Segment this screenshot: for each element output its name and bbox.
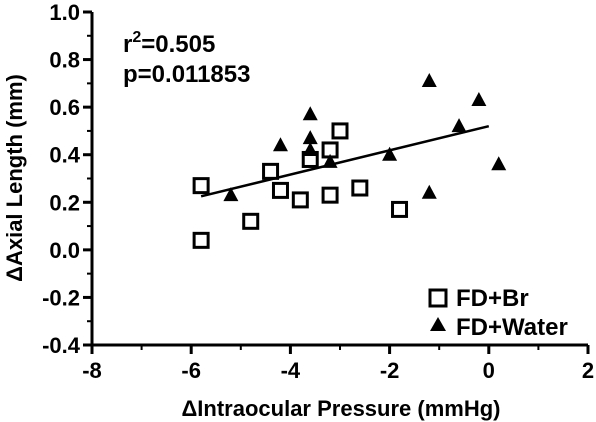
data-point-triangle <box>491 156 507 171</box>
legend-marker-fd-br <box>428 288 448 308</box>
y-tick-label: 0.2 <box>49 190 80 215</box>
y-tick-label: 0.4 <box>49 143 80 168</box>
data-point-triangle <box>223 187 239 202</box>
y-tick-label: 0.6 <box>49 95 80 120</box>
data-point-triangle <box>322 153 338 168</box>
data-point-triangle <box>471 92 487 107</box>
data-point-square <box>391 200 409 218</box>
data-point-triangle <box>421 184 437 199</box>
p-value-annotation: p=0.011853 <box>123 61 250 88</box>
x-tick-label: -4 <box>281 358 301 383</box>
data-point-square <box>291 191 309 209</box>
x-axis-title: ΔIntraocular Pressure (mmHg) <box>181 396 500 421</box>
data-point-square <box>242 212 260 230</box>
data-point-square <box>271 181 289 199</box>
y-tick-label: -0.2 <box>42 285 80 310</box>
series-fd-water <box>223 72 507 202</box>
r-squared-annotation: r2=0.505 <box>123 29 215 58</box>
y-axis-title: ΔAxial Length (mm) <box>2 74 27 282</box>
legend-label-fd-br: FD+Br <box>456 285 529 312</box>
data-point-triangle <box>302 130 318 145</box>
data-point-triangle <box>421 72 437 87</box>
data-point-triangle <box>382 146 398 161</box>
legend-label-fd-water: FD+Water <box>456 314 568 341</box>
regression-line <box>200 124 490 198</box>
x-tick-label: 0 <box>483 358 495 383</box>
data-point-square <box>192 231 210 249</box>
axes: -0.4 -0.2 0.0 0.2 0.4 0.6 0.8 1.0 -8 -6 -4 -2 0 2 <box>42 0 594 383</box>
data-point-square <box>351 179 369 197</box>
data-point-square <box>321 186 339 204</box>
data-point-triangle <box>302 106 318 121</box>
y-tick-label: 1.0 <box>49 0 80 25</box>
legend: FD+Br FD+Water <box>428 285 568 341</box>
x-tick-label: -2 <box>380 358 400 383</box>
y-tick-label: -0.4 <box>42 333 81 358</box>
plot-area <box>192 72 507 249</box>
series-fd-br <box>192 122 409 249</box>
x-tick-label: -6 <box>181 358 201 383</box>
y-tick-label: 0.0 <box>49 238 80 263</box>
data-point-triangle <box>302 141 318 156</box>
data-point-square <box>262 162 280 180</box>
legend-marker-fd-water <box>430 317 446 331</box>
data-point-square <box>331 122 349 140</box>
x-tick-label: -8 <box>82 358 102 383</box>
data-point-square <box>192 177 210 195</box>
data-point-triangle <box>272 137 288 152</box>
x-tick-label: 2 <box>582 358 594 383</box>
y-tick-label: 0.8 <box>49 48 80 73</box>
data-point-triangle <box>451 118 467 133</box>
